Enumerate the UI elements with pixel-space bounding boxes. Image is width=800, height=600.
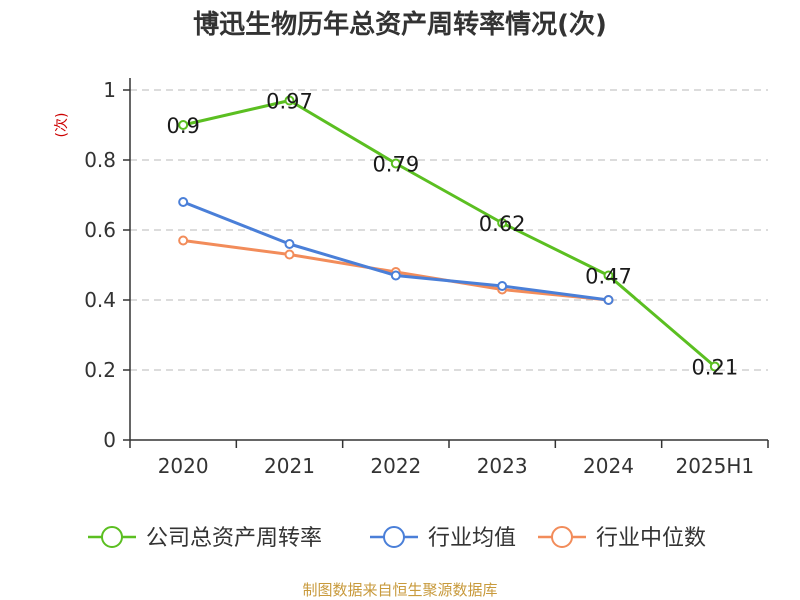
data-label-2023: 0.62 bbox=[479, 212, 526, 236]
legend-label-2: 行业中位数 bbox=[596, 526, 706, 551]
point-0-2025H1 bbox=[709, 361, 720, 372]
point-0-2024 bbox=[603, 270, 614, 281]
series-line-1 bbox=[182, 200, 609, 302]
data-labels: 0.9 0.97 0.79 0.62 0.47 0.21 bbox=[166, 90, 738, 380]
y-tick-label-0.4: 0.4 bbox=[84, 288, 116, 312]
point-0-2022 bbox=[390, 158, 401, 169]
legend-item-1[interactable]: 行业均值 bbox=[370, 526, 516, 551]
x-tick-label-2020: 2020 bbox=[158, 454, 209, 478]
y-axis-unit: (次) bbox=[54, 113, 70, 138]
x-tick-label-2021: 2021 bbox=[264, 454, 315, 478]
chart-title: 博迅生物历年总资产周转率情况(次) bbox=[193, 9, 607, 40]
series-line-0 bbox=[182, 99, 716, 368]
legend-marker-icon-1 bbox=[383, 526, 405, 548]
grid-lines bbox=[130, 89, 768, 371]
point-0-2023 bbox=[497, 218, 508, 228]
data-label-2024: 0.47 bbox=[585, 265, 632, 289]
point-2-2020 bbox=[178, 235, 189, 246]
axes: 0 0.2 0.4 0.6 0.8 1 2020 2021 2022 2023 2024 2025H1 bbox=[84, 78, 769, 478]
x-tick-label-2022: 2022 bbox=[370, 454, 421, 478]
legend-marker-icon-0 bbox=[101, 526, 123, 548]
legend[interactable]: 公司总资产周转率 行业均值 行业中位数 bbox=[88, 526, 706, 551]
y-tick-label-0.6: 0.6 bbox=[84, 218, 116, 242]
data-label-2025H1: 0.21 bbox=[691, 356, 738, 380]
series-layer bbox=[178, 95, 720, 372]
x-tick-label-2024: 2024 bbox=[583, 454, 634, 478]
point-2-2021 bbox=[284, 249, 295, 260]
y-tick-label-1: 1 bbox=[103, 78, 116, 102]
legend-marker-icon-2 bbox=[551, 526, 573, 548]
source-note: 制图数据来自恒生聚源数据库 bbox=[302, 581, 497, 599]
y-tick-label-0.2: 0.2 bbox=[84, 358, 116, 382]
point-1-2024 bbox=[603, 295, 614, 305]
x-tick-label-2025H1: 2025H1 bbox=[675, 454, 754, 478]
data-label-2022: 0.79 bbox=[372, 153, 419, 177]
data-label-2021: 0.97 bbox=[266, 90, 313, 114]
y-tick-label-0: 0 bbox=[103, 428, 116, 452]
y-tick-label-0.8: 0.8 bbox=[84, 148, 116, 172]
point-0-2020 bbox=[178, 120, 189, 130]
legend-item-2[interactable]: 行业中位数 bbox=[538, 526, 706, 551]
point-1-2023 bbox=[497, 281, 508, 291]
legend-item-0[interactable]: 公司总资产周转率 bbox=[88, 526, 322, 551]
legend-label-1: 行业均值 bbox=[428, 526, 516, 551]
point-0-2021 bbox=[284, 95, 295, 106]
point-1-2020 bbox=[178, 197, 189, 207]
point-1-2022 bbox=[390, 270, 401, 281]
legend-label-0: 公司总资产周转率 bbox=[146, 526, 322, 551]
point-1-2021 bbox=[284, 239, 295, 249]
x-tick-label-2023: 2023 bbox=[477, 454, 528, 478]
data-label-2020: 0.9 bbox=[166, 114, 199, 138]
